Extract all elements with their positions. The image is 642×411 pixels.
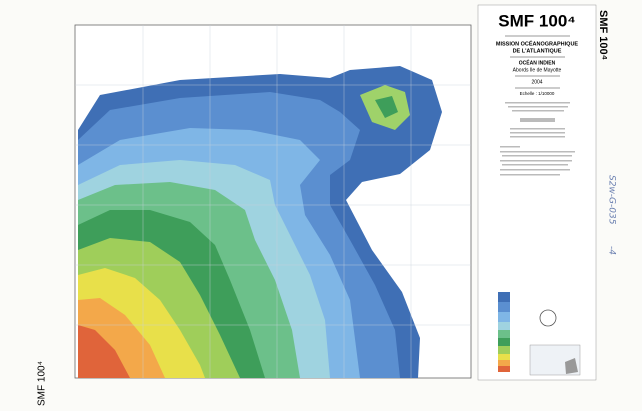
- bathymetry: [78, 66, 442, 378]
- sheet-number: -4: [607, 246, 617, 255]
- area: Abords Ile de Mayotte: [513, 67, 562, 73]
- cartouche-frame: [477, 4, 597, 381]
- corner-title: SMF 100⁴: [37, 361, 48, 406]
- year: 2004: [531, 79, 542, 85]
- sheet-title: SMF 100⁴: [498, 11, 575, 30]
- mission: MISSION OCÉANOGRAPHIQUE: [496, 39, 579, 47]
- cartouche: SMF 100⁴ MISSION OCÉANOGRAPHIQUE DE L'AT…: [477, 4, 597, 381]
- inset-land: [565, 358, 578, 374]
- graticule: [75, 25, 471, 378]
- depth-band: [78, 325, 130, 378]
- mission: DE L'ATLANTIQUE: [513, 48, 562, 54]
- archive-code: S2w-G-035: [607, 175, 617, 225]
- fine-print: [500, 102, 575, 176]
- scale: Echelle : 1/10000: [520, 91, 555, 96]
- ocean: OCÉAN INDIEN: [519, 58, 556, 66]
- side-title: SMF 100⁴: [597, 10, 609, 60]
- depth-colour-scale: [498, 292, 510, 372]
- shallow-bank: [375, 96, 398, 118]
- seal: [539, 309, 557, 327]
